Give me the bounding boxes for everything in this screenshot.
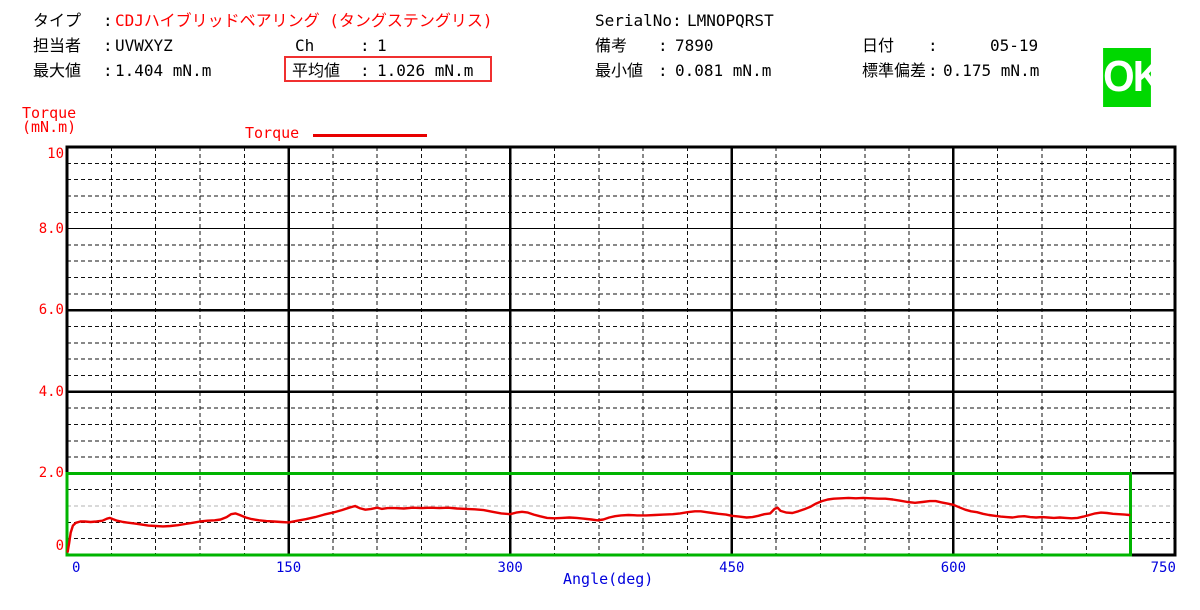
channel-label: Ch [295, 36, 315, 55]
legend-label-torque: Torque [245, 124, 300, 142]
min-value: 0.081 mN.m [675, 61, 772, 80]
operator-value: UVWXYZ [115, 36, 173, 55]
x-tick-label: 300 [497, 560, 523, 576]
max-colon: : [103, 61, 113, 80]
x-axis-title: Angle(deg) [563, 570, 654, 588]
y-tick-label: 6.0 [38, 302, 64, 319]
channel-colon: : [360, 36, 370, 55]
type-value: CDJハイブリッドベアリング (タングステングリス) [115, 11, 493, 30]
avg-label: 平均値 [292, 61, 341, 80]
legend-line-torque [313, 134, 427, 137]
max-label: 最大値 [33, 61, 82, 80]
y-tick-label: 2.0 [38, 465, 64, 482]
plot-border [65, 145, 1177, 557]
y-axis-title: Torque (mN.m) [22, 104, 77, 136]
avg-value: 1.026 mN.m [377, 61, 474, 80]
y-tick-label: 0 [55, 538, 64, 554]
min-colon: : [658, 61, 668, 80]
stddev-colon: : [928, 61, 938, 80]
limit-box [65, 471, 1133, 557]
note-value: 7890 [675, 36, 714, 55]
min-label: 最小値 [595, 61, 644, 80]
avg-colon: : [360, 61, 370, 80]
x-tick-label: 0 [72, 560, 81, 576]
date-colon: : [928, 36, 938, 55]
torque-curve [66, 496, 1131, 553]
average-highlight-box [284, 56, 492, 82]
serial-value: LMNOPQRST [687, 11, 774, 30]
operator-label: 担当者 [33, 36, 82, 55]
x-tick-label: 150 [275, 560, 302, 576]
type-label: タイプ [33, 11, 82, 30]
x-tick-label: 750 [1150, 560, 1176, 576]
y-axis-title-line2: (mN.m) [22, 118, 77, 136]
note-label: 備考 [595, 36, 628, 55]
x-tick-label: 450 [719, 560, 745, 576]
date-label: 日付 [862, 36, 895, 55]
serial-label: SerialNo: [595, 11, 682, 30]
x-tick-label: 600 [940, 560, 967, 576]
stddev-label: 標準偏差 [862, 61, 927, 80]
date-value: 05-19 [990, 36, 1039, 55]
y-tick-label: 10 [47, 146, 64, 162]
max-value: 1.404 mN.m [115, 61, 212, 80]
stddev-value: 0.175 mN.m [943, 61, 1040, 80]
type-colon: : [103, 11, 113, 30]
channel-value: 1 [377, 36, 387, 55]
operator-colon: : [103, 36, 113, 55]
y-tick-label: 8.0 [38, 220, 64, 237]
y-axis-title-line1: Torque [22, 104, 77, 122]
note-colon: : [658, 36, 668, 55]
y-tick-label: 4.0 [38, 383, 64, 400]
